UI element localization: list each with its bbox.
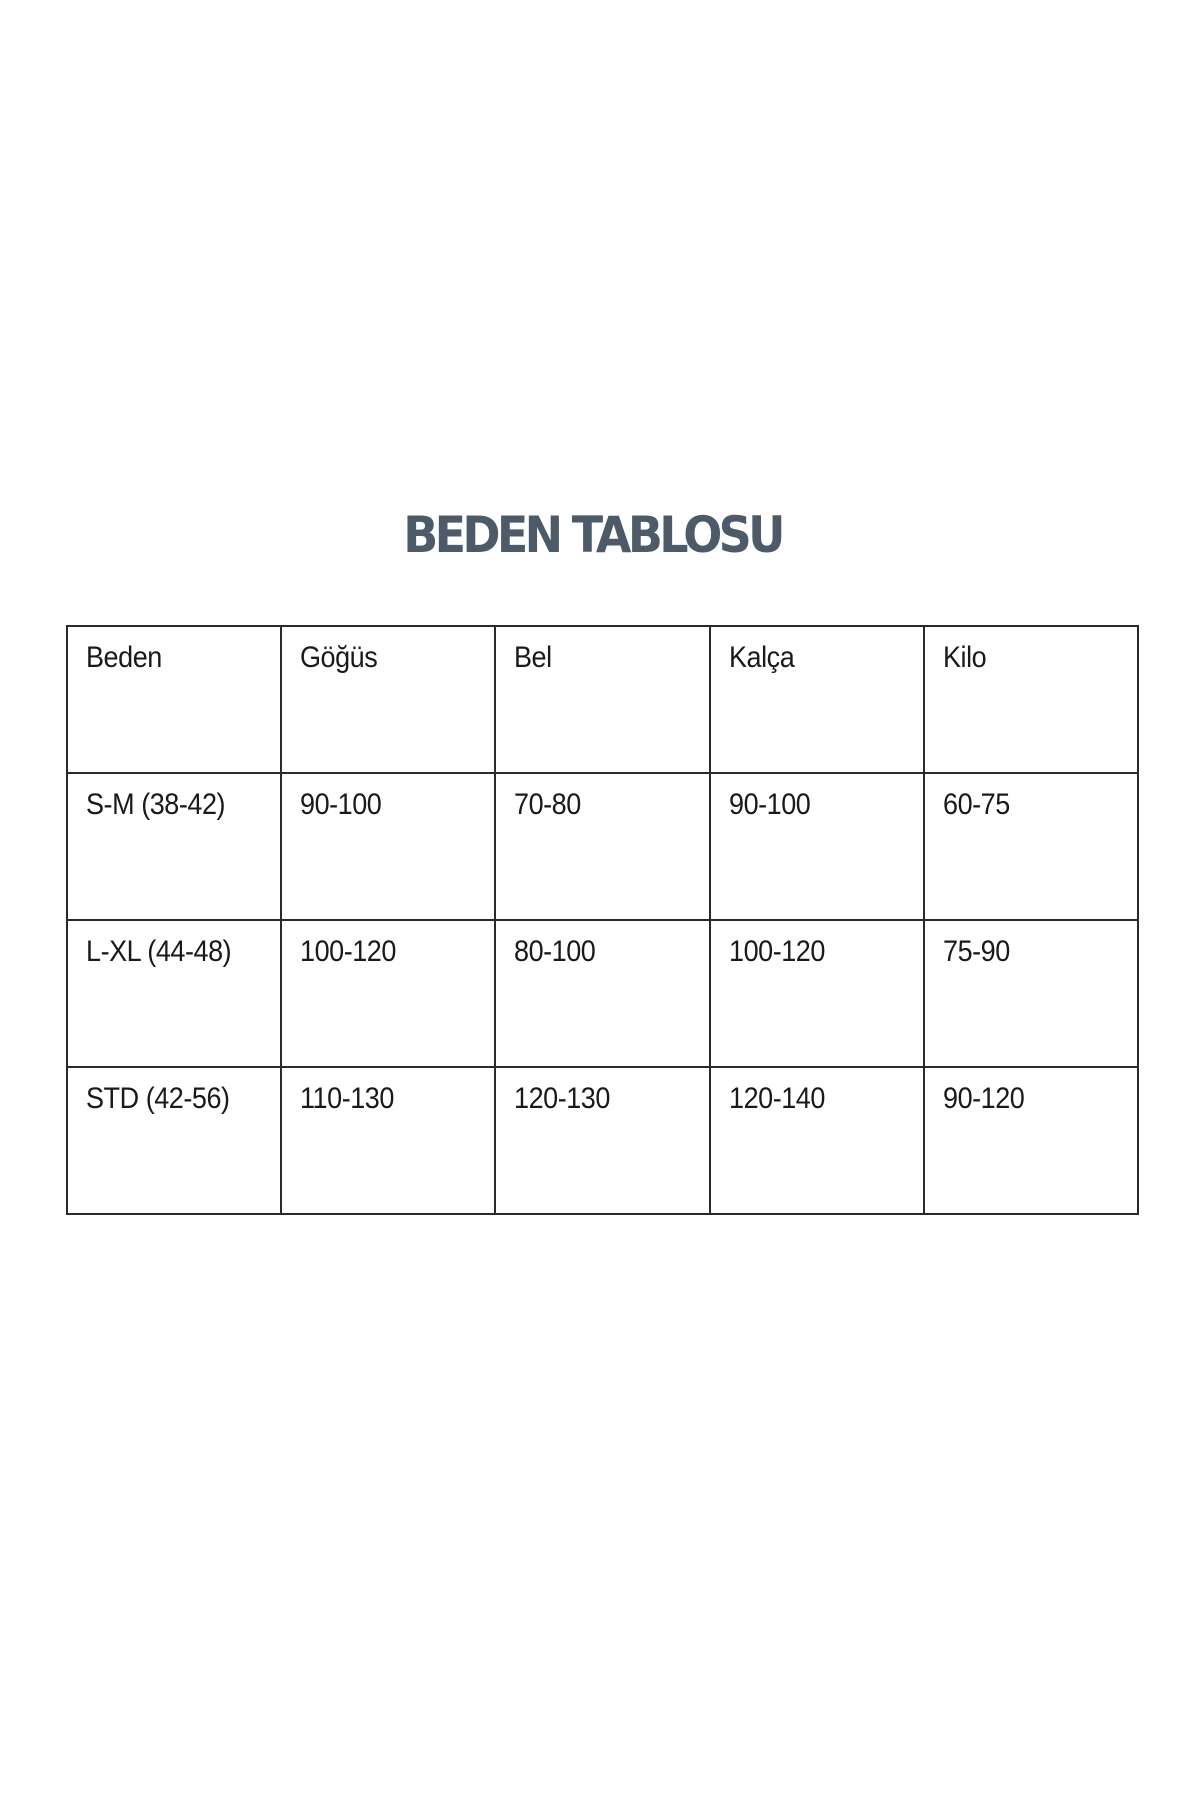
table-cell: 70-80 (494, 772, 711, 921)
table-cell: 60-75 (922, 772, 1140, 921)
table-cell: 120-140 (708, 1066, 925, 1215)
table-row: STD (42-56) 110-130 120-130 120-140 90-1… (65, 1066, 1140, 1215)
header-cell: Kilo (922, 625, 1140, 774)
header-cell: Beden (65, 625, 283, 774)
table-cell: L-XL (44-48) (65, 919, 283, 1068)
table-row: S-M (38-42) 90-100 70-80 90-100 60-75 (65, 772, 1140, 921)
table-cell: 110-130 (280, 1066, 497, 1215)
table-cell: STD (42-56) (65, 1066, 283, 1215)
table-cell: 75-90 (922, 919, 1140, 1068)
table-cell: 90-100 (280, 772, 497, 921)
table-header-row: Beden Göğüs Bel Kalça Kilo (65, 625, 1140, 774)
table-cell: S-M (38-42) (65, 772, 283, 921)
table-cell: 90-120 (922, 1066, 1140, 1215)
table-cell: 100-120 (708, 919, 925, 1068)
header-cell: Göğüs (280, 625, 497, 774)
page-title: BEDEN TABLOSU (403, 506, 785, 564)
table-cell: 90-100 (708, 772, 925, 921)
table-cell: 80-100 (494, 919, 711, 1068)
header-cell: Kalça (708, 625, 925, 774)
table-row: L-XL (44-48) 100-120 80-100 100-120 75-9… (65, 919, 1140, 1068)
size-table: Beden Göğüs Bel Kalça Kilo S-M (38-42) 9… (65, 625, 1140, 1215)
header-cell: Bel (494, 625, 711, 774)
table-cell: 100-120 (280, 919, 497, 1068)
table-cell: 120-130 (494, 1066, 711, 1215)
